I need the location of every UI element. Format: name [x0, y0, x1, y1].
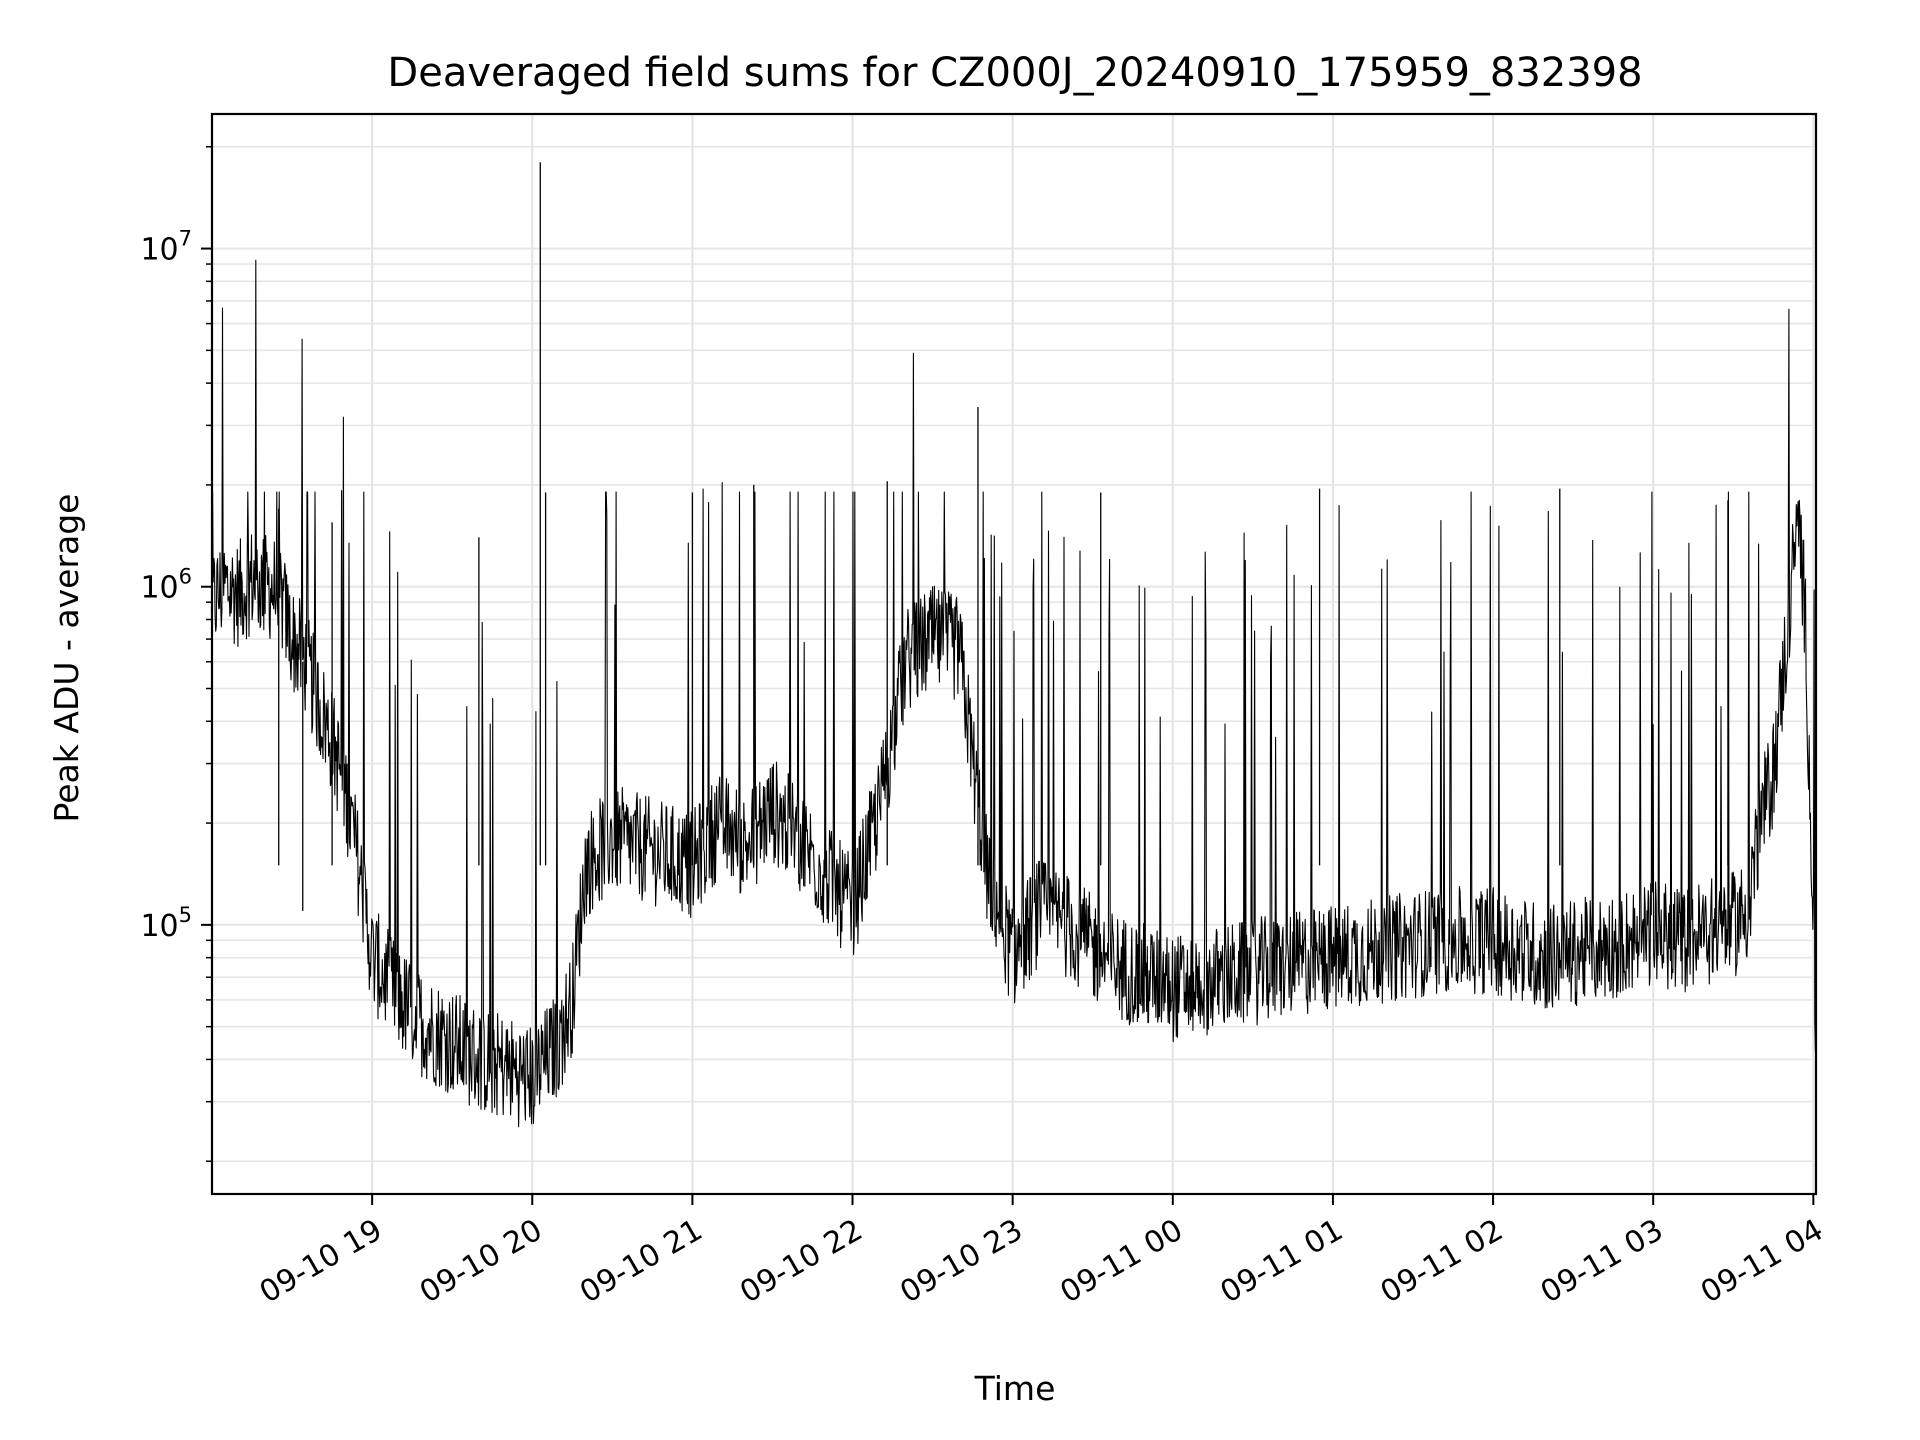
y-tick-label: 106 — [140, 565, 192, 606]
y-tick-exponent: 7 — [179, 227, 192, 251]
y-tick-label: 107 — [140, 227, 192, 268]
y-tick-label: 105 — [140, 903, 192, 944]
y-tick-base: 10 — [140, 909, 178, 944]
series-line — [211, 259, 1817, 1128]
y-tick-exponent: 6 — [179, 565, 192, 589]
y-tick-exponent: 5 — [179, 903, 192, 927]
y-axis-label: Peak ADU - average — [47, 494, 86, 823]
y-tick-base: 10 — [140, 571, 178, 606]
y-tick-base: 10 — [140, 233, 178, 268]
x-axis-label: Time — [974, 1369, 1056, 1408]
series — [211, 162, 1817, 1128]
plot-frame — [210, 112, 1818, 1196]
chart-title: Deaveraged field sums for CZ000J_2024091… — [387, 50, 1642, 96]
